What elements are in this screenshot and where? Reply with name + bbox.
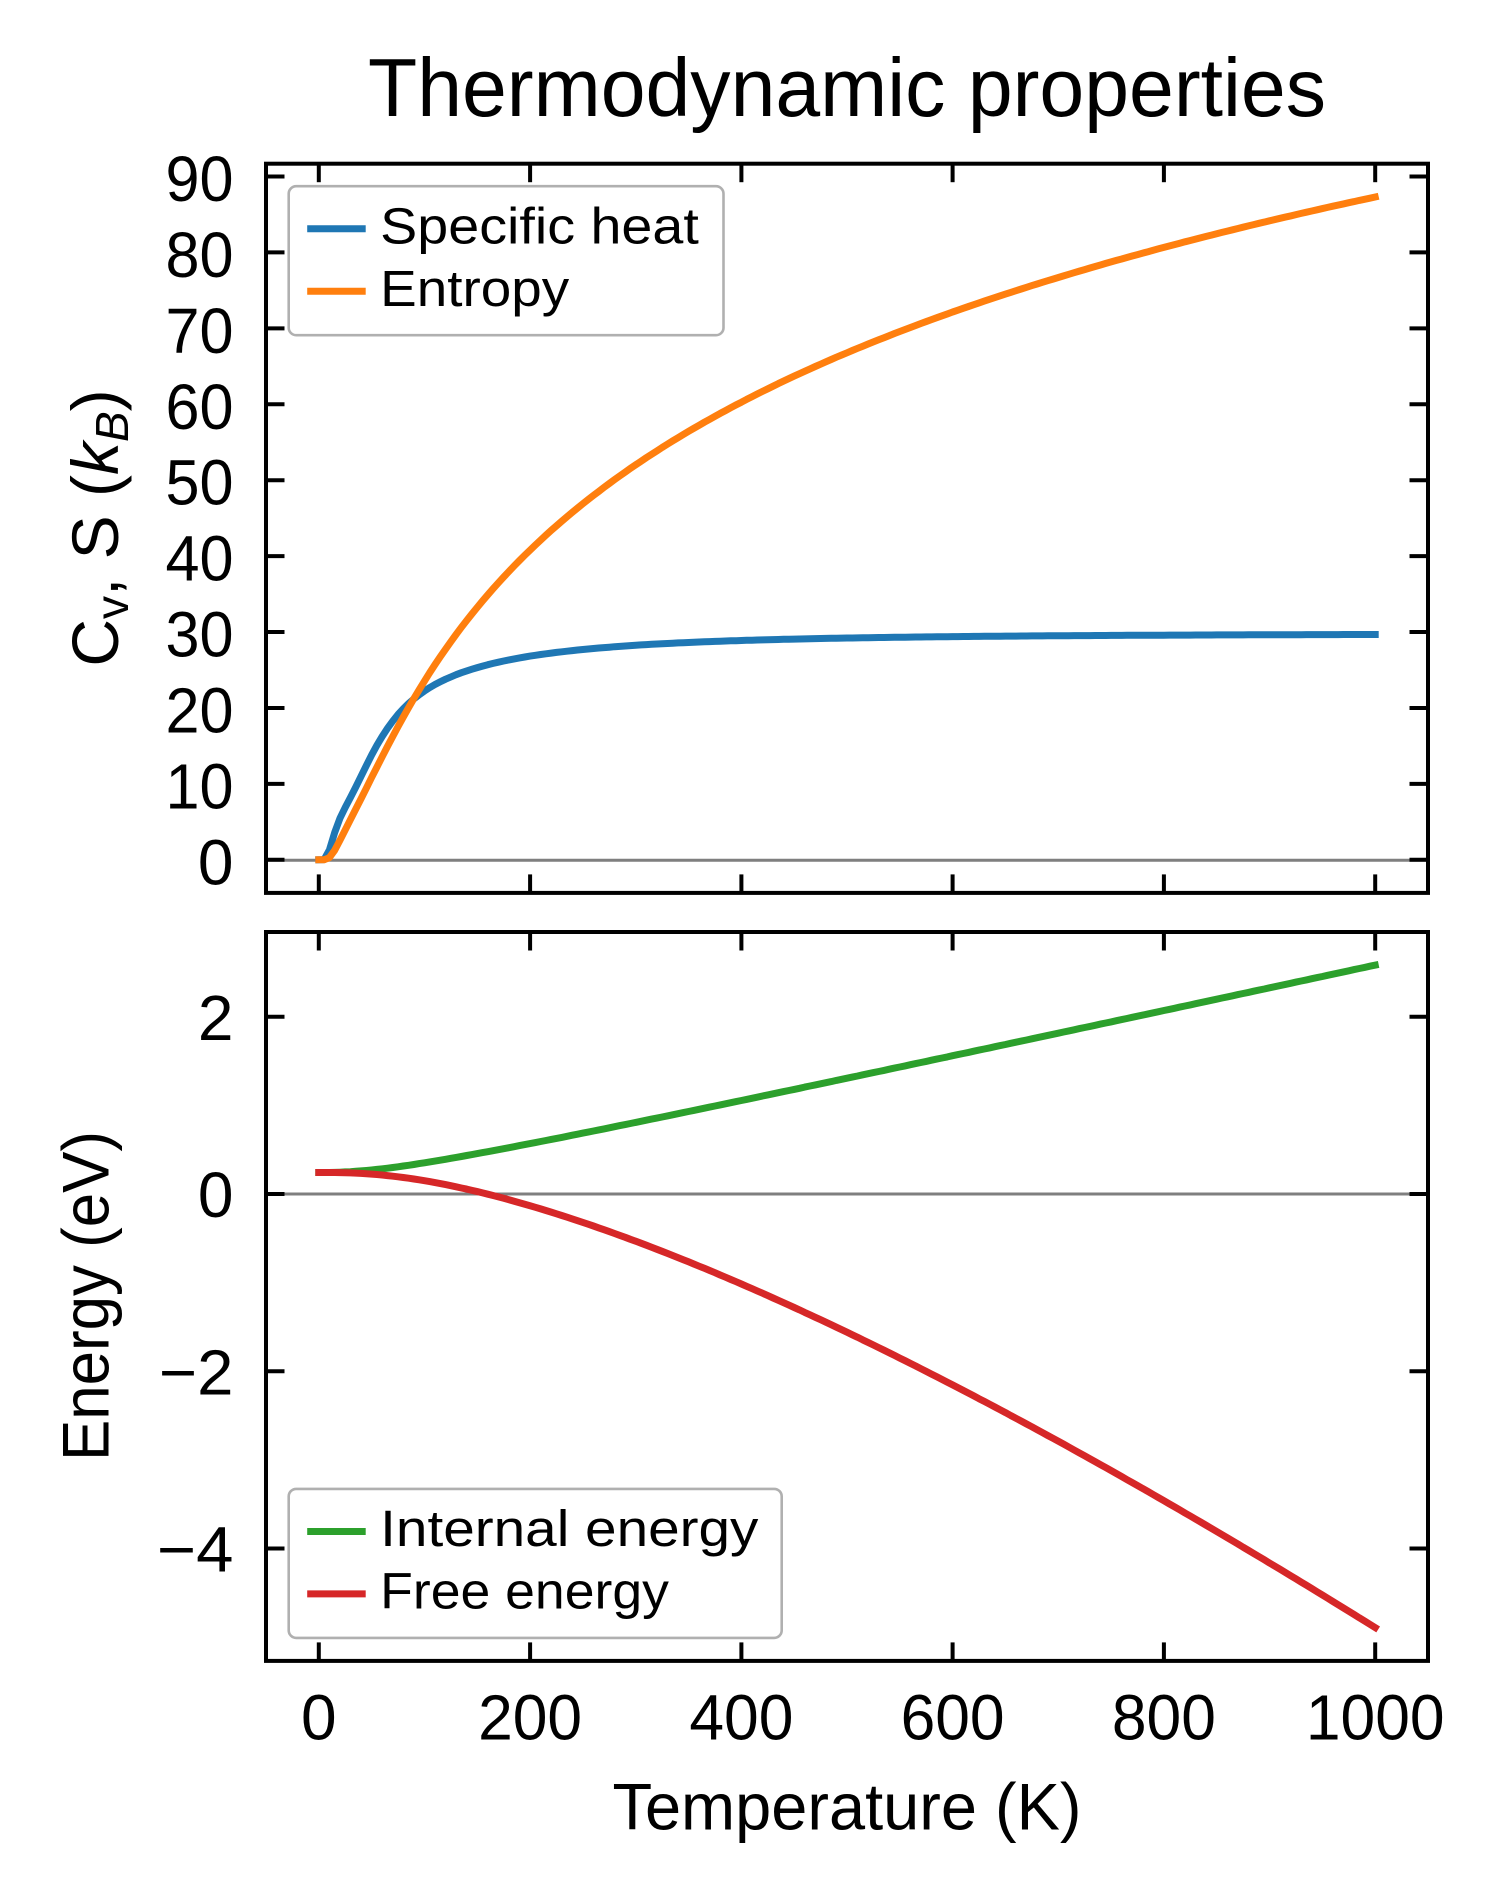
svg-text:2: 2 bbox=[198, 982, 234, 1054]
svg-text:1000: 1000 bbox=[1306, 1682, 1445, 1754]
svg-text:−4: −4 bbox=[157, 1514, 234, 1586]
svg-text:200: 200 bbox=[478, 1682, 582, 1754]
svg-text:90: 90 bbox=[166, 143, 234, 215]
svg-text:0: 0 bbox=[198, 1159, 234, 1231]
svg-text:−2: −2 bbox=[159, 1336, 234, 1408]
svg-text:80: 80 bbox=[166, 219, 234, 291]
svg-text:70: 70 bbox=[166, 295, 234, 367]
svg-text:Energy (eV): Energy (eV) bbox=[49, 1131, 123, 1461]
svg-text:0: 0 bbox=[198, 826, 234, 898]
svg-text:Entropy: Entropy bbox=[380, 260, 570, 317]
svg-text:800: 800 bbox=[1112, 1682, 1216, 1754]
svg-text:Thermodynamic properties: Thermodynamic properties bbox=[368, 41, 1326, 134]
svg-text:50: 50 bbox=[166, 447, 234, 519]
svg-text:Free energy: Free energy bbox=[380, 1563, 669, 1620]
svg-text:Internal energy: Internal energy bbox=[380, 1500, 759, 1557]
svg-text:20: 20 bbox=[166, 675, 234, 747]
svg-text:0: 0 bbox=[301, 1682, 337, 1754]
svg-text:30: 30 bbox=[166, 599, 234, 671]
svg-text:Temperature (K): Temperature (K) bbox=[613, 1770, 1082, 1844]
svg-text:Specific heat: Specific heat bbox=[380, 197, 699, 254]
svg-text:40: 40 bbox=[166, 523, 234, 595]
svg-text:400: 400 bbox=[689, 1682, 793, 1754]
svg-text:600: 600 bbox=[901, 1682, 1005, 1754]
svg-text:60: 60 bbox=[166, 371, 234, 443]
svg-text:10: 10 bbox=[166, 750, 234, 822]
